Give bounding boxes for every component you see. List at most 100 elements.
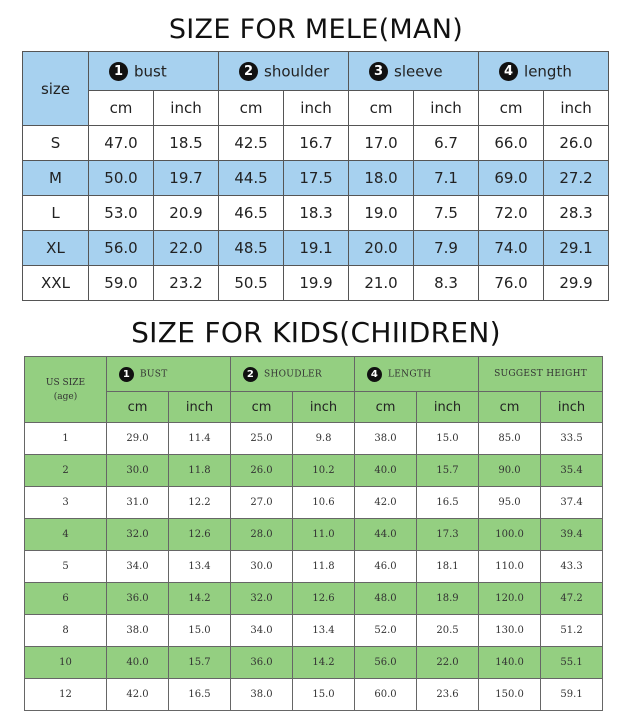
category-label: SUGGEST HEIGHT [494,368,588,379]
unit-header: inch [167,391,232,423]
age-label: 6 [24,582,107,615]
man-size-table: size 1 bust 2 shoulder 3 sleeve 4 length cm inch cm… [22,51,610,301]
category-header-bust: 1 bust [87,51,220,91]
unit-header: cm [354,391,418,423]
table-cell: 22.0 [416,646,480,679]
table-cell: 15.7 [416,454,480,487]
table-cell: 27.2 [543,160,610,196]
table-cell: 18.3 [283,195,350,231]
unit-header: cm [106,391,169,423]
table-cell: 39.4 [540,518,604,551]
number-1-badge-icon: 1 [109,61,128,81]
table-cell: 42.0 [354,486,418,519]
table-cell: 150.0 [478,678,542,711]
table-cell: 25.0 [230,422,294,455]
size-label: XXL [22,265,89,301]
table-cell: 50.0 [88,160,154,196]
table-cell: 17.3 [416,518,480,551]
number-2-badge-icon: 2 [243,366,259,382]
table-cell: 46.0 [354,550,418,583]
table-cell: 85.0 [478,422,542,455]
table-cell: 120.0 [478,582,542,615]
table-cell: 59.1 [540,678,604,711]
table-cell: 17.5 [283,160,350,196]
table-cell: 56.0 [354,646,418,679]
size-column-header: size [22,51,89,126]
table-cell: 52.0 [354,614,418,647]
number-3-badge-icon: 3 [369,61,389,81]
table-cell: 40.0 [106,646,169,679]
table-cell: 48.5 [218,230,285,266]
table-cell: 20.5 [416,614,480,647]
table-cell: 26.0 [543,125,610,161]
table-cell: 100.0 [478,518,542,551]
table-cell: 44.5 [218,160,285,196]
age-label: 1 [24,422,107,455]
table-cell: 50.5 [218,265,285,301]
table-cell: 110.0 [478,550,542,583]
age-column-header: US SIZE (age) [24,356,107,423]
kids-size-title: SIZE FOR KIDS(CHIIDREN) [131,316,501,349]
unit-header: inch [152,90,220,126]
table-cell: 15.0 [167,614,232,647]
table-cell: 32.0 [230,582,294,615]
table-cell: 11.4 [167,422,232,455]
table-cell: 140.0 [478,646,542,679]
category-label: sleeve [394,62,443,80]
age-header-line2: (age) [53,391,78,402]
table-cell: 7.5 [413,195,480,231]
kids-category-header: SUGGEST HEIGHT [478,356,604,392]
table-row: 2 30.0 11.8 26.0 10.2 40.0 15.7 90.0 35.4 [24,454,604,487]
table-cell: 30.0 [106,454,169,487]
table-cell: 11.0 [292,518,356,551]
category-label: shoulder [264,62,330,80]
age-label: 8 [24,614,107,647]
category-label: SHOUDLER [264,369,322,379]
table-cell: 43.3 [540,550,604,583]
size-label: S [22,125,89,161]
table-cell: 11.8 [292,550,356,583]
number-4-badge-icon: 4 [367,366,383,382]
table-cell: 38.0 [106,614,169,647]
table-cell: 32.0 [106,518,169,551]
table-cell: 21.0 [348,265,415,301]
table-row: L 53.0 20.9 46.5 18.3 19.0 7.5 72.0 28.3 [22,195,610,231]
table-cell: 130.0 [478,614,542,647]
age-label: 4 [24,518,107,551]
unit-header: inch [413,90,480,126]
table-cell: 14.2 [167,582,232,615]
kids-size-table: US SIZE (age) 1 BUST 2 SHOUDLER 4 LENGTH SUGGEST… [24,356,604,711]
table-cell: 90.0 [478,454,542,487]
man-unit-row: cm inch cm inch cm inch cm inch [23,90,610,126]
table-cell: 42.0 [106,678,169,711]
unit-header: cm [230,391,294,423]
table-cell: 19.7 [152,160,220,196]
table-cell: 33.5 [540,422,604,455]
table-row: 1 29.0 11.4 25.0 9.8 38.0 15.0 85.0 33.5 [24,422,604,455]
age-label: 5 [24,550,107,583]
table-cell: 29.1 [543,230,610,266]
table-row: XL 56.0 22.0 48.5 19.1 20.0 7.9 74.0 29.1 [22,230,610,266]
man-header-row: size 1 bust 2 shoulder 3 sleeve 4 length [22,51,610,126]
table-cell: 56.0 [88,230,154,266]
category-label: length [524,62,572,80]
table-row: 5 34.0 13.4 30.0 11.8 46.0 18.1 110.0 43.3 [24,550,604,583]
table-cell: 19.1 [283,230,350,266]
table-cell: 17.0 [348,125,415,161]
age-header-line1: US SIZE [45,377,86,388]
category-label: BUST [140,369,168,379]
table-cell: 35.4 [540,454,604,487]
category-header-length: 4 length [478,51,610,91]
table-cell: 15.0 [416,422,480,455]
age-label: 12 [24,678,107,711]
category-header-shoulder: 2 shoulder [218,51,350,91]
table-cell: 18.9 [416,582,480,615]
table-cell: 7.1 [413,160,480,196]
table-cell: 44.0 [354,518,418,551]
table-cell: 18.1 [416,550,480,583]
table-cell: 37.4 [540,486,604,519]
table-row: 4 32.0 12.6 28.0 11.0 44.0 17.3 100.0 39.4 [24,518,604,551]
table-cell: 34.0 [106,550,169,583]
size-label: XL [22,230,89,266]
table-cell: 19.9 [283,265,350,301]
